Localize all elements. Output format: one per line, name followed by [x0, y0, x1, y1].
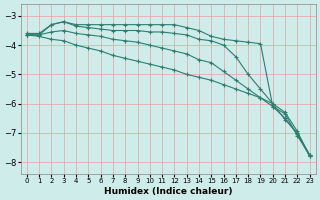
X-axis label: Humidex (Indice chaleur): Humidex (Indice chaleur) — [104, 187, 233, 196]
